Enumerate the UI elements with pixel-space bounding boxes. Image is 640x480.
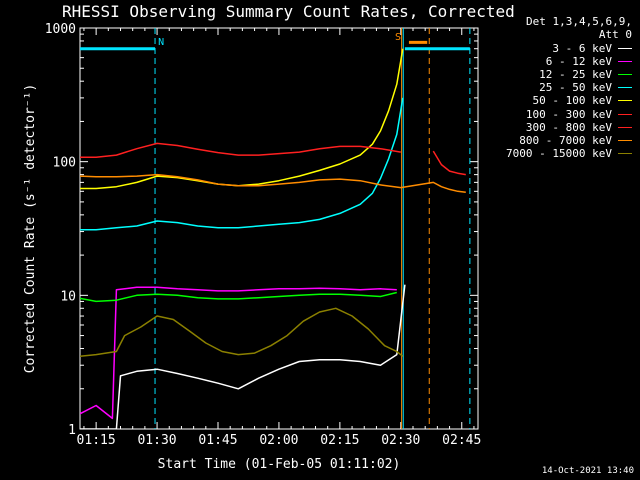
legend-swatch (618, 48, 632, 49)
series-line (80, 291, 397, 303)
series-line (80, 307, 404, 358)
legend-swatch (618, 74, 632, 76)
legend-label: 50 - 100 keV (532, 94, 612, 108)
legend-label: 100 - 300 keV (525, 107, 612, 121)
x-tick-label: 02:00 (259, 433, 298, 448)
series-line (80, 142, 401, 158)
y-tick-label: 1 (68, 423, 76, 438)
legend-label: 3 - 6 keV (552, 42, 612, 55)
series-line (80, 286, 397, 420)
legend-swatch (618, 152, 632, 154)
legend-swatch (618, 139, 632, 141)
series-line (80, 97, 404, 231)
y-tick-label: 1000 (45, 22, 76, 37)
x-tick-label: 02:45 (442, 433, 481, 448)
legend-label: 25 - 50 keV (539, 81, 612, 95)
legend-item: 800 - 7000 keV (519, 135, 632, 146)
y-tick-label: 10 (60, 289, 76, 304)
legend-item: 7000 - 15000 keV (506, 148, 632, 159)
legend-label: 800 - 7000 keV (519, 133, 612, 147)
legend-header-detectors: Det 1,3,4,5,6,9, (526, 15, 632, 28)
legend-item: 100 - 300 keV (526, 109, 632, 120)
legend-header-attenuator: Att 0 (598, 28, 632, 41)
legend-label: 300 - 800 keV (525, 120, 612, 134)
legend-item: 3 - 6 keV (552, 43, 632, 54)
legend-item: 12 - 25 keV (539, 69, 632, 80)
series-line (80, 173, 466, 194)
plot-marker-label: N (158, 37, 164, 48)
legend-swatch (618, 126, 632, 128)
legend-item: 6 - 12 keV (546, 56, 632, 67)
legend-item: 300 - 800 keV (526, 122, 632, 133)
timestamp-footer: 14-Oct-2021 13:40 (541, 466, 634, 476)
legend-item: 25 - 50 keV (539, 82, 632, 93)
legend-item: 50 - 100 keV (533, 95, 632, 106)
legend-label: 12 - 25 keV (539, 68, 612, 82)
x-axis-label: Start Time (01-Feb-05 01:11:02) (158, 457, 401, 472)
legend-swatch (618, 113, 632, 115)
plot-layer (80, 28, 471, 429)
x-tick-label: 01:15 (77, 433, 116, 448)
legend-label: 7000 - 15000 keV (506, 146, 612, 160)
legend-label: 6 - 12 keV (545, 55, 612, 69)
series-line (432, 150, 466, 176)
legend-swatch (618, 87, 632, 89)
series-line (80, 48, 404, 190)
x-tick-label: 01:30 (137, 433, 176, 448)
legend-swatch (618, 100, 632, 102)
legend-swatch (618, 61, 632, 63)
x-tick-label: 02:30 (381, 433, 420, 448)
y-axis-label: Corrected Count Rate (s⁻¹ detector⁻¹) (23, 84, 38, 374)
plot-marker-label: S (395, 32, 401, 43)
x-tick-label: 01:45 (198, 433, 237, 448)
y-tick-label: 100 (53, 156, 76, 171)
x-tick-label: 02:15 (320, 433, 359, 448)
series-line (80, 284, 406, 429)
chart-title: RHESSI Observing Summary Count Rates, Co… (62, 2, 515, 21)
